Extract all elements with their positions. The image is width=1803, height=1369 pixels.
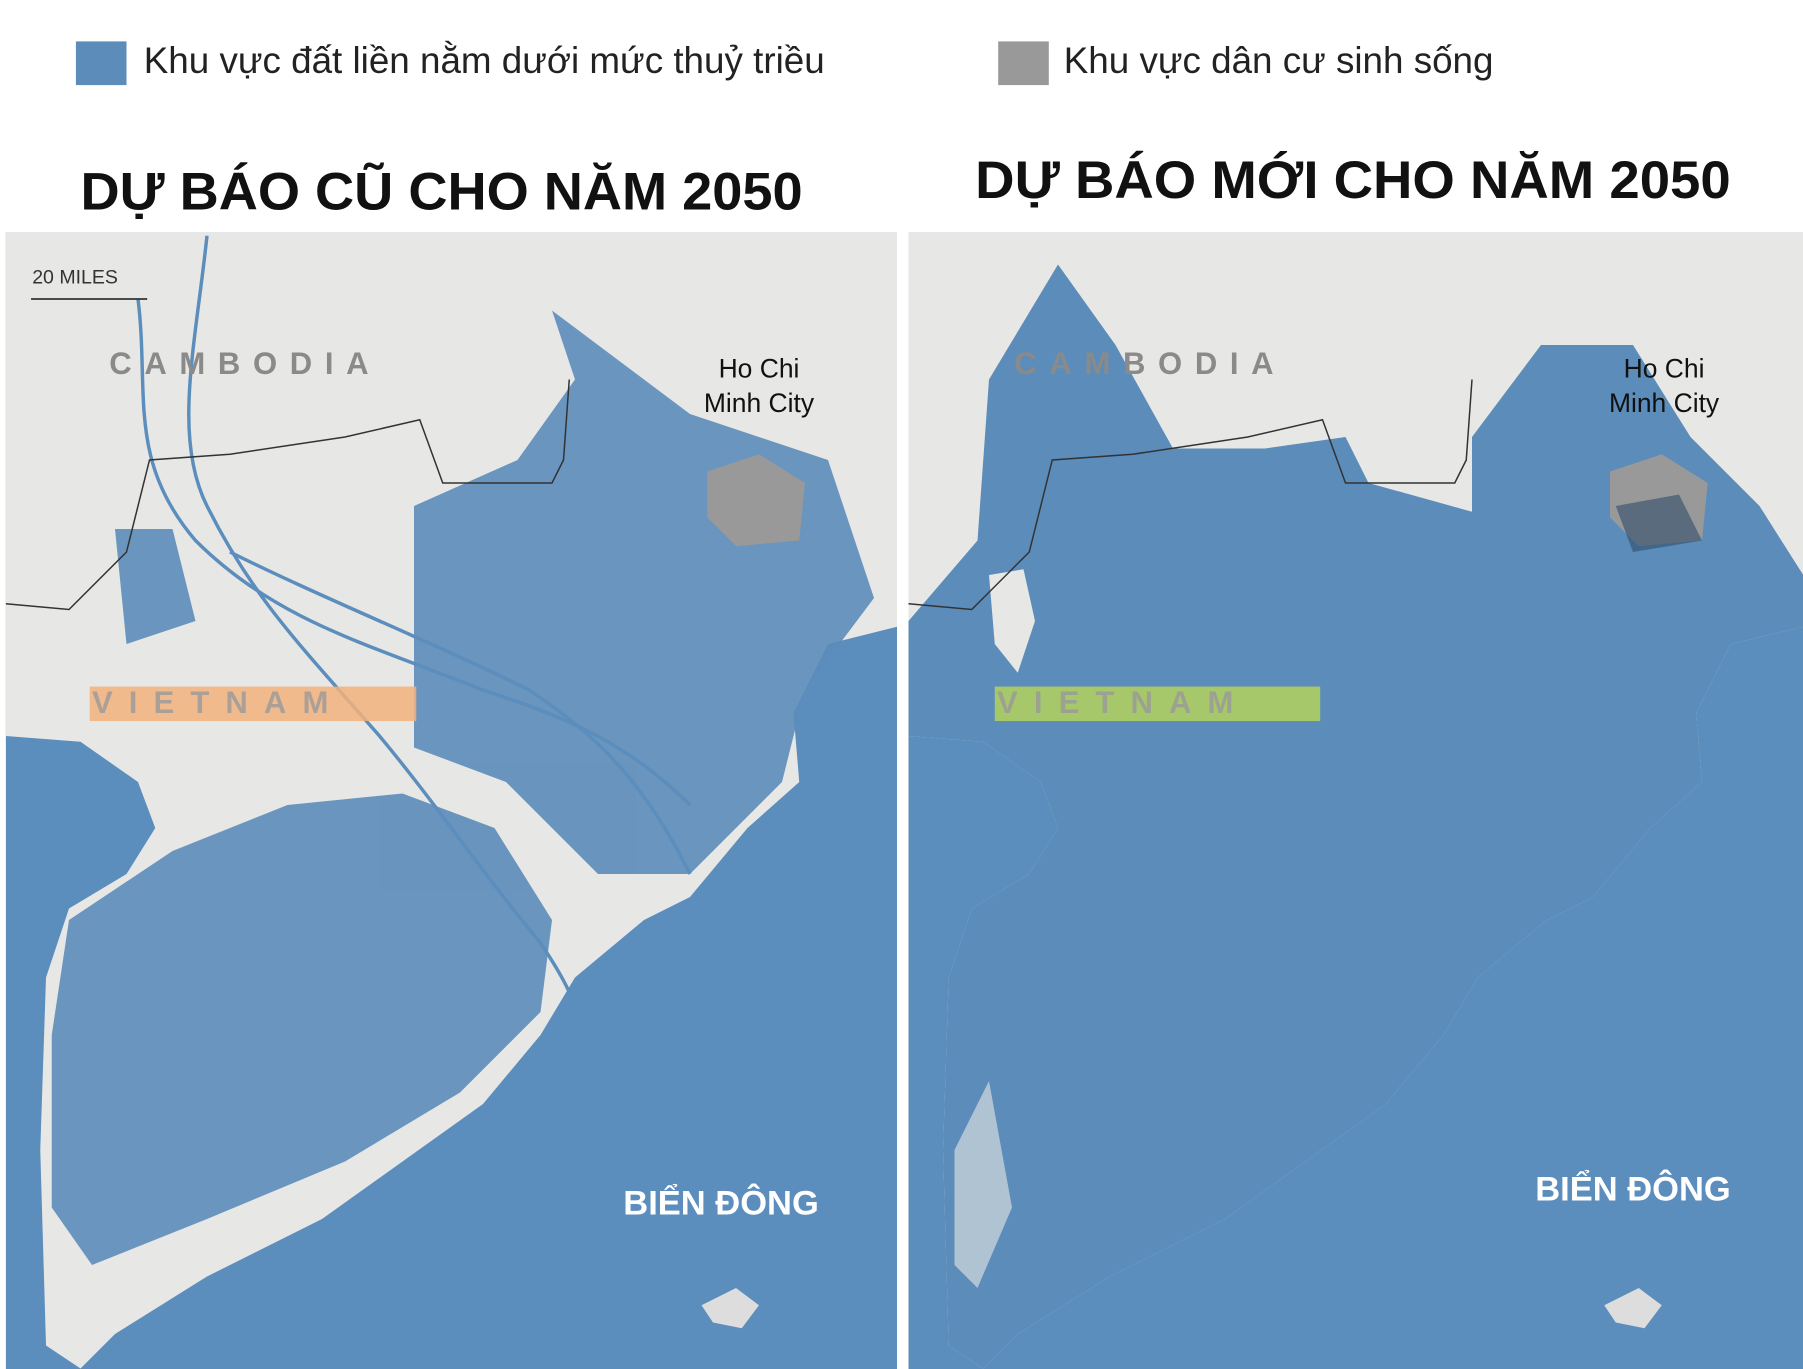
sea-label: BIỂN ĐÔNG — [1535, 1169, 1731, 1209]
scale-label: 20 MILES — [32, 266, 118, 288]
map-title: DỰ BÁO CŨ CHO NĂM 2050 — [81, 161, 803, 221]
city-label: Ho Chi — [1624, 353, 1705, 383]
map-title: DỰ BÁO MỚI CHO NĂM 2050 — [975, 150, 1731, 210]
city-label: Minh City — [1609, 388, 1720, 418]
legend-label: Khu vực đất liền nằm dưới mức thuỷ triều — [144, 40, 825, 81]
sea-label: BIỂN ĐÔNG — [623, 1182, 819, 1222]
country-label: CAMBODIA — [1014, 346, 1286, 381]
country-label: CAMBODIA — [109, 346, 381, 381]
legend-swatch — [75, 41, 127, 86]
city-label: Minh City — [704, 388, 815, 418]
map-old — [5, 232, 897, 1369]
city-label: Ho Chi — [719, 353, 800, 383]
country-label: VIETNAM — [997, 685, 1249, 720]
country-label: VIETNAM — [92, 685, 344, 720]
map-new — [908, 232, 1803, 1369]
legend-label: Khu vực dân cư sinh sống — [1064, 40, 1494, 81]
legend-swatch — [998, 41, 1049, 86]
